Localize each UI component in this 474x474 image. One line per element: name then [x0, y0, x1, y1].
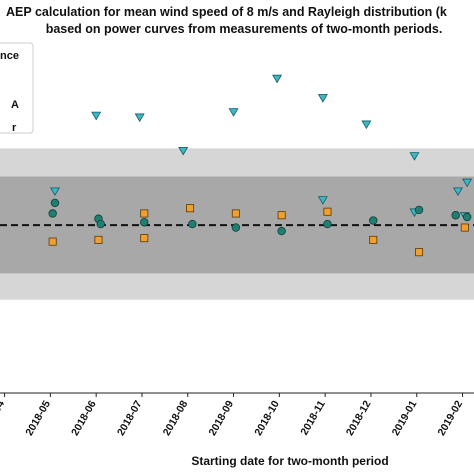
- x-tick-label: 2019-01: [390, 398, 420, 438]
- data-point-circle: [462, 212, 472, 222]
- data-point-triangle: [49, 187, 60, 196]
- data-point-square: [415, 248, 424, 257]
- data-point-triangle: [134, 113, 145, 123]
- data-point-square: [277, 211, 286, 220]
- data-point-triangle: [317, 196, 328, 205]
- data-point-square: [369, 235, 378, 244]
- data-point-circle: [50, 198, 60, 208]
- data-point-square: [460, 223, 469, 232]
- x-tick-label: 2018-06: [69, 398, 99, 438]
- plot-area: nce Ar 2018-04 2018-05 2018-06 2018-07 2018-08…: [0, 42, 474, 438]
- x-tick-label: 2018-11: [298, 398, 327, 437]
- data-point-square: [94, 235, 103, 244]
- legend-entry: r: [12, 122, 17, 134]
- x-tick-label: 2018-05: [23, 398, 53, 438]
- data-point-triangle: [452, 187, 463, 196]
- data-point-circle: [414, 205, 424, 215]
- data-point-triangle: [361, 120, 372, 130]
- data-point-circle: [369, 216, 378, 225]
- chart-title-line-2: based on power curves from measurements …: [46, 22, 443, 36]
- data-point-circle: [96, 219, 105, 229]
- x-ticks: 2018-04 2018-05 2018-06 2018-07 2018-08 2018-…: [0, 393, 465, 438]
- x-axis-label: Starting date for two-month period: [191, 454, 388, 468]
- data-point-triangle: [91, 111, 102, 121]
- data-point-circle: [188, 219, 197, 229]
- legend-entry: A: [11, 99, 19, 111]
- data-point-triangle: [178, 146, 189, 156]
- data-point-circle: [48, 209, 57, 218]
- data-point-square: [323, 207, 332, 216]
- data-point-triangle: [462, 178, 473, 188]
- data-point-triangle: [409, 152, 420, 161]
- x-tick-label: 2018-04: [0, 398, 7, 438]
- series-square: [48, 204, 469, 257]
- legend-box: [0, 42, 34, 134]
- data-point-triangle: [317, 94, 328, 103]
- x-tick-label: 2019-02: [435, 398, 465, 438]
- legend: nce Ar: [0, 42, 34, 134]
- x-tick-label: 2018-10: [252, 398, 282, 438]
- data-point-triangle: [228, 108, 239, 117]
- data-point-square: [231, 209, 240, 218]
- data-point-circle: [277, 226, 286, 236]
- chart-title-line-1: AEP calculation for mean wind speed of 8…: [6, 5, 447, 19]
- data-point-square: [48, 237, 57, 246]
- x-tick-label: 2018-12: [344, 398, 374, 438]
- x-tick-label: 2018-09: [206, 398, 236, 438]
- series-circle: [48, 198, 472, 236]
- data-point-circle: [323, 219, 332, 229]
- series-triangle-down: [49, 74, 473, 221]
- data-point-square: [140, 209, 149, 218]
- data-point-square: [186, 204, 195, 213]
- legend-entry: nce: [0, 50, 19, 62]
- data-point-square: [140, 234, 149, 243]
- data-point-circle: [140, 218, 149, 227]
- x-tick-label: 2018-08: [161, 398, 191, 438]
- chart-title: AEP calculation for mean wind speed of 8…: [6, 5, 447, 36]
- data-point-circle: [231, 223, 241, 232]
- data-point-circle: [451, 211, 460, 220]
- data-point-triangle: [272, 74, 283, 84]
- x-tick-label: 2018-07: [115, 398, 145, 438]
